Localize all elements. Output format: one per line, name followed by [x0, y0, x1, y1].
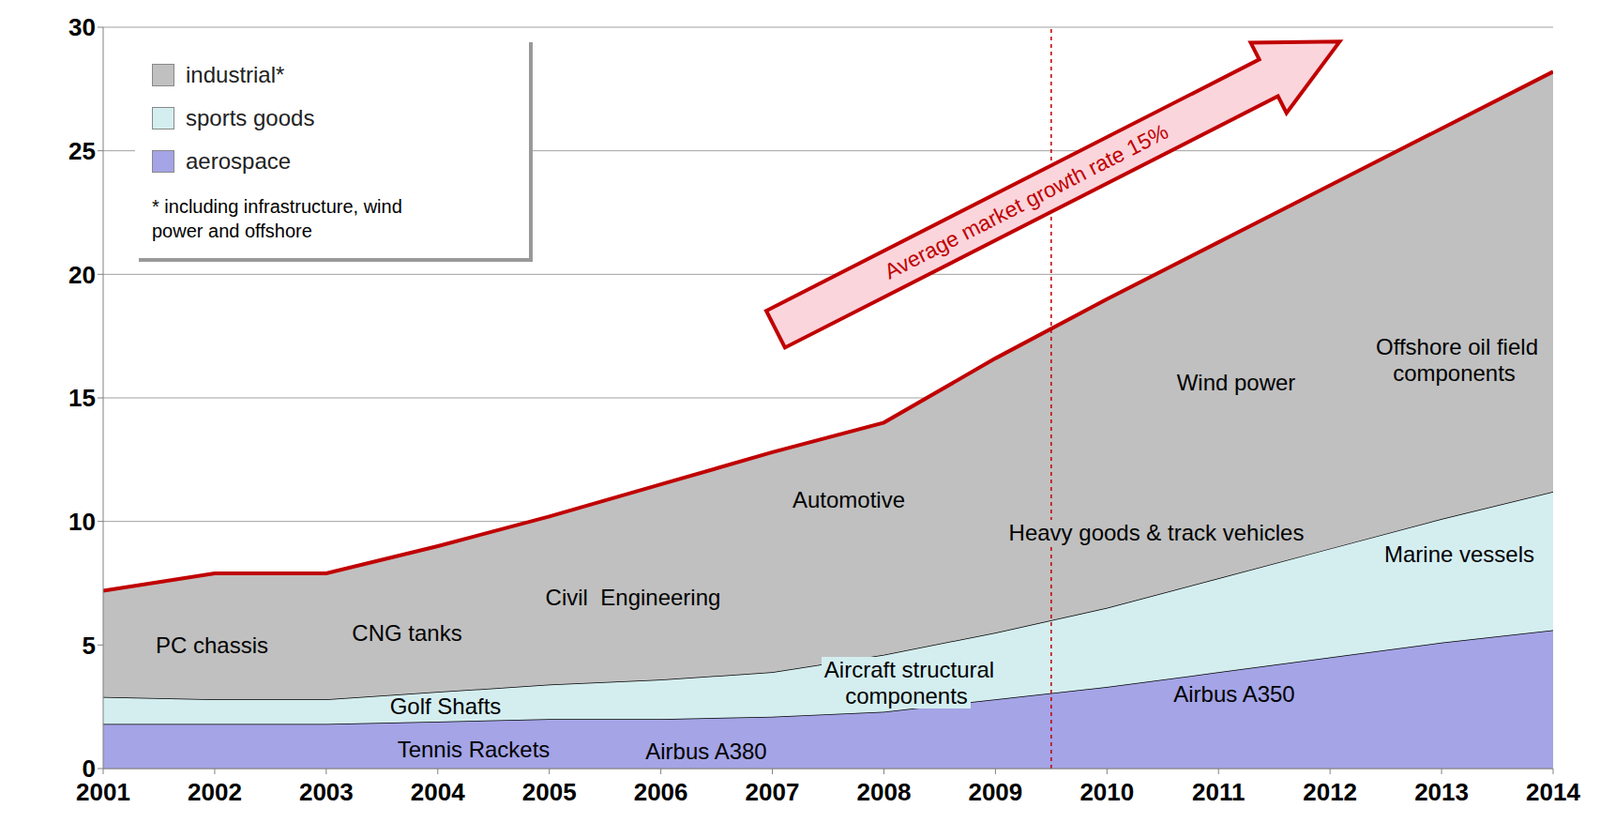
svg-text:30: 30	[68, 13, 96, 42]
html-text:Wind power: Wind power	[1176, 369, 1296, 395]
svg-text:2014: 2014	[1525, 777, 1581, 806]
html-text:Airbus A350: Airbus A350	[1173, 680, 1295, 707]
svg-text:Average market growth rate 15%: Average market growth rate 15%	[880, 119, 1173, 285]
html-text:Offshore oil field components: Offshore oil field components	[1375, 333, 1545, 386]
svg-text:5: 5	[82, 631, 96, 660]
svg-text:2011: 2011	[1192, 777, 1245, 806]
html-text:Automotive: Automotive	[792, 486, 906, 513]
html-text:Civil Engineering: Civil Engineering	[545, 584, 721, 610]
svg-text:2002: 2002	[187, 777, 242, 806]
html-text:Tennis Rackets: Tennis Rackets	[397, 736, 550, 762]
html-text:* including infrastructure, wi: * including infrastructure, wind power a…	[151, 196, 403, 242]
html-text:Marine vessels: Marine vessels	[1384, 541, 1535, 567]
html-text:aerospace: aerospace	[185, 148, 291, 174]
svg-text:0: 0	[82, 754, 96, 783]
svg-text:2006: 2006	[633, 777, 689, 806]
svg-text:2003: 2003	[299, 777, 354, 806]
svg-text:2010: 2010	[1079, 777, 1134, 806]
html-text:Golf Shafts: Golf Shafts	[389, 693, 502, 719]
svg-text:15: 15	[68, 383, 96, 412]
html-text:sports goods: sports goods	[185, 105, 315, 131]
svg-text:2007: 2007	[745, 777, 800, 806]
svg-text:2013: 2013	[1414, 777, 1469, 806]
svg-text:25: 25	[68, 136, 96, 166]
svg-text:2012: 2012	[1302, 777, 1358, 806]
html-text:CNG tanks: CNG tanks	[351, 619, 463, 646]
html-text:Airbus A380: Airbus A380	[645, 738, 767, 764]
html-text:Aircraft structural components: Aircraft structural components	[824, 656, 1001, 709]
svg-text:2001: 2001	[76, 777, 131, 807]
html-text:industrial*: industrial*	[185, 61, 285, 88]
svg-text:2009: 2009	[967, 777, 1023, 806]
svg-text:20: 20	[68, 260, 96, 289]
html-text:PC chassis: PC chassis	[155, 632, 269, 658]
svg-text:2005: 2005	[522, 777, 577, 806]
svg-text:10: 10	[68, 507, 96, 536]
svg-text:2004: 2004	[410, 777, 466, 806]
svg-text:2008: 2008	[857, 777, 912, 806]
html-text:Heavy goods & track vehicles: Heavy goods & track vehicles	[1008, 519, 1305, 545]
